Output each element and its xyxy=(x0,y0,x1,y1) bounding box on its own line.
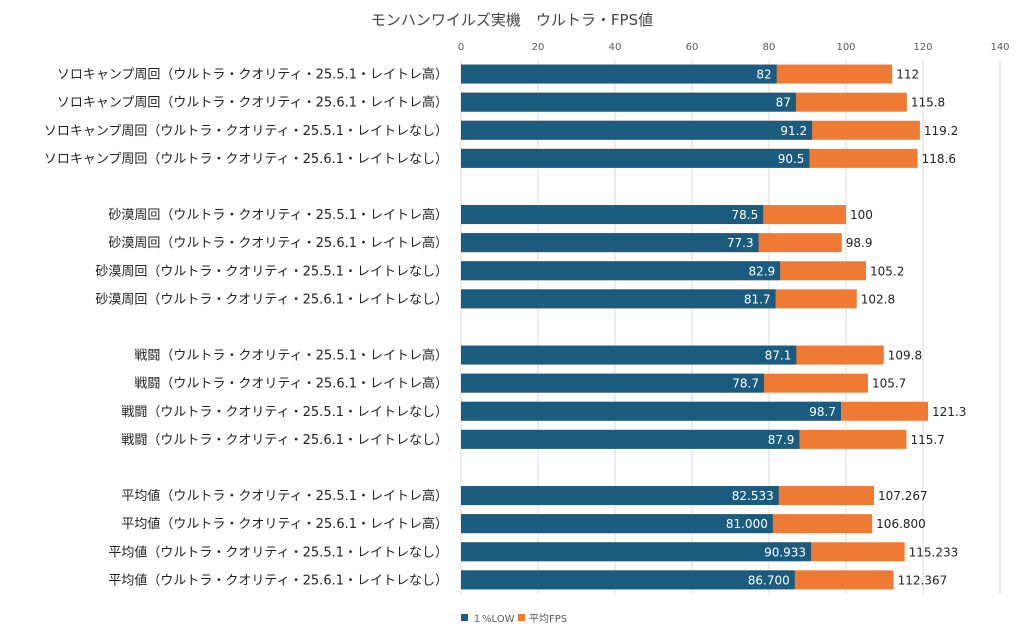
data-label-1pct-low: 82.9 xyxy=(748,264,775,278)
x-tick-label: 0 xyxy=(458,42,464,53)
bar-1pct-low xyxy=(461,261,781,281)
category-label: 砂漠周回（ウルトラ・クオリティ・25.5.1・レイトレなし） xyxy=(95,264,448,279)
category-label: 平均値（ウルトラ・クオリティ・25.6.1・レイトレなし） xyxy=(108,572,448,588)
category-label: 砂漠周回（ウルトラ・クオリティ・25.6.1・レイトレ高） xyxy=(108,235,448,251)
bar-1pct-low xyxy=(461,486,779,506)
category-label: 戦闘（ウルトラ・クオリティ・25.5.1・レイトレなし） xyxy=(121,405,448,420)
data-label-avg-fps: 112.367 xyxy=(898,573,948,587)
data-label-avg-fps: 121.3 xyxy=(932,405,966,419)
category-label: 戦闘（ウルトラ・クオリティ・25.5.1・レイトレ高） xyxy=(134,348,448,364)
bar-1pct-low xyxy=(461,401,841,421)
bar-1pct-low xyxy=(461,570,795,590)
gridlines xyxy=(460,60,1001,594)
category-label: ソロキャンプ周回（ウルトラ・クオリティ・25.5.1・レイトレなし） xyxy=(44,124,448,139)
data-label-avg-fps: 118.6 xyxy=(922,152,956,166)
bars xyxy=(461,64,929,590)
bar-1pct-low xyxy=(461,120,813,140)
data-label-avg-fps: 109.8 xyxy=(888,349,922,363)
category-label: 砂漠周回（ウルトラ・クオリティ・25.5.1・レイトレ高） xyxy=(108,207,448,223)
category-label: 平均値（ウルトラ・クオリティ・25.5.1・レイトレなし） xyxy=(108,544,448,560)
category-label: 戦闘（ウルトラ・クオリティ・25.6.1・レイトレなし） xyxy=(121,433,448,448)
data-label-avg-fps: 98.9 xyxy=(846,236,873,250)
data-label-avg-fps: 112 xyxy=(896,68,919,82)
data-label-avg-fps: 105.2 xyxy=(870,264,904,278)
category-label: ソロキャンプ周回（ウルトラ・クオリティ・25.5.1・レイトレ高） xyxy=(57,67,448,83)
legend: １%LOW 平均FPS xyxy=(461,613,567,625)
x-tick-label: 140 xyxy=(990,42,1009,53)
data-label-avg-fps: 100 xyxy=(850,208,873,222)
data-label-1pct-low: 78.7 xyxy=(732,377,759,391)
data-labels: 112 82 115.8 87 119.2 91.2 118.6 90.5 100 78.5 98.… xyxy=(726,68,967,588)
bar-1pct-low xyxy=(461,542,812,562)
category-label: 戦闘（ウルトラ・クオリティ・25.6.1・レイトレ高） xyxy=(134,376,448,392)
bar-1pct-low xyxy=(461,205,764,225)
bar-1pct-low xyxy=(461,148,810,168)
data-label-1pct-low: 86.700 xyxy=(748,573,790,587)
bar-1pct-low xyxy=(461,373,764,393)
bar-1pct-low xyxy=(461,233,759,253)
legend-label-avg: 平均FPS xyxy=(529,613,567,625)
data-label-1pct-low: 81.000 xyxy=(726,517,768,531)
x-tick-label: 80 xyxy=(763,42,776,53)
data-label-1pct-low: 78.5 xyxy=(732,208,759,222)
data-label-avg-fps: 115.7 xyxy=(910,433,944,447)
bar-1pct-low xyxy=(461,92,796,112)
data-label-1pct-low: 90.933 xyxy=(764,545,806,559)
data-label-avg-fps: 115.233 xyxy=(909,545,959,559)
bar-1pct-low xyxy=(461,345,797,365)
x-axis-ticks: 0 20 40 60 80 100 120 140 xyxy=(458,42,1010,53)
legend-swatch-low xyxy=(461,614,468,621)
data-label-avg-fps: 106.800 xyxy=(876,517,926,531)
data-label-1pct-low: 87 xyxy=(776,96,791,110)
x-tick-label: 60 xyxy=(686,42,699,53)
data-label-avg-fps: 107.267 xyxy=(878,489,928,503)
bar-1pct-low xyxy=(461,429,800,449)
data-label-1pct-low: 98.7 xyxy=(809,405,836,419)
x-tick-label: 120 xyxy=(913,42,932,53)
data-label-1pct-low: 82.533 xyxy=(732,489,774,503)
data-label-1pct-low: 87.1 xyxy=(765,349,792,363)
data-label-avg-fps: 105.7 xyxy=(872,377,906,391)
bar-1pct-low xyxy=(461,514,773,534)
data-label-avg-fps: 115.8 xyxy=(911,96,945,110)
chart-title: モンハンワイルズ実機 ウルトラ・FPS値 xyxy=(371,11,653,29)
data-label-1pct-low: 90.5 xyxy=(778,152,805,166)
category-label: ソロキャンプ周回（ウルトラ・クオリティ・25.6.1・レイトレ高） xyxy=(57,95,448,111)
data-label-1pct-low: 91.2 xyxy=(780,124,807,138)
legend-label-low: １%LOW xyxy=(472,614,515,625)
data-label-1pct-low: 81.7 xyxy=(744,292,771,306)
data-label-1pct-low: 77.3 xyxy=(727,236,754,250)
category-labels: ソロキャンプ周回（ウルトラ・クオリティ・25.5.1・レイトレ高） ソロキャンプ周… xyxy=(44,67,448,589)
x-tick-label: 100 xyxy=(836,42,855,53)
category-label: 砂漠周回（ウルトラ・クオリティ・25.6.1・レイトレなし） xyxy=(95,292,448,307)
category-label: ソロキャンプ周回（ウルトラ・クオリティ・25.6.1・レイトレなし） xyxy=(44,152,448,167)
legend-swatch-avg xyxy=(518,614,525,621)
x-tick-label: 40 xyxy=(609,42,622,53)
bar-1pct-low xyxy=(461,64,777,84)
data-label-1pct-low: 87.9 xyxy=(768,433,795,447)
x-tick-label: 20 xyxy=(532,42,545,53)
bar-1pct-low xyxy=(461,289,776,309)
category-label: 平均値（ウルトラ・クオリティ・25.6.1・レイトレ高） xyxy=(121,516,448,532)
data-label-1pct-low: 82 xyxy=(756,68,771,82)
data-label-avg-fps: 102.8 xyxy=(861,292,895,306)
data-label-avg-fps: 119.2 xyxy=(924,124,958,138)
category-label: 平均値（ウルトラ・クオリティ・25.5.1・レイトレ高） xyxy=(121,488,448,504)
